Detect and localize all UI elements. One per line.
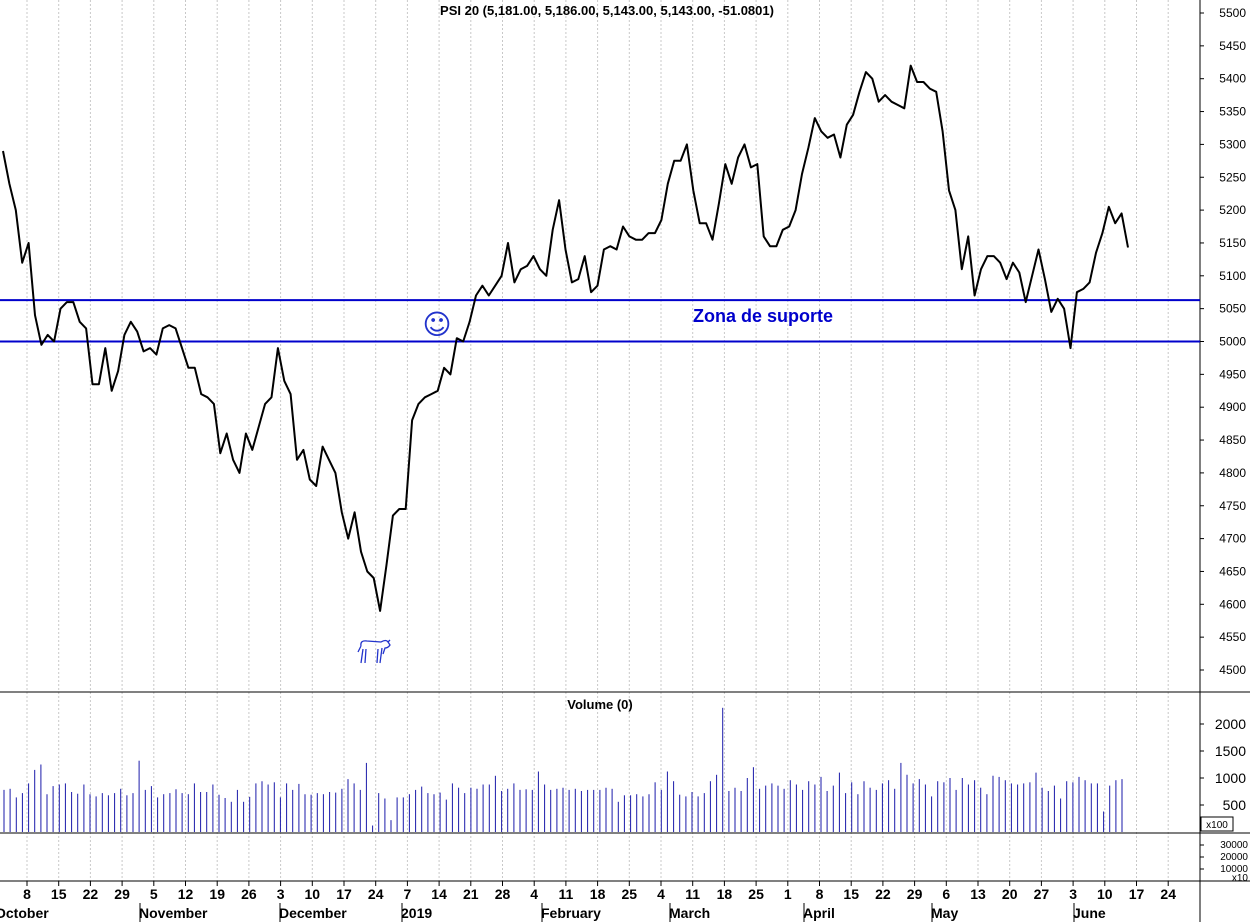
volume-tick-label: 2000: [1215, 716, 1246, 732]
volume-tick-label: 1500: [1215, 743, 1246, 759]
grid: [26, 0, 1169, 881]
date-tick-label: 6: [942, 886, 950, 902]
month-label: October: [0, 905, 49, 921]
date-tick-label: 25: [748, 886, 764, 902]
price-axis: 5500 5450 5400 5350 5300 5250 5200 5150 5100 5050…: [1200, 6, 1246, 677]
volume-unit-label: x100: [1206, 820, 1228, 831]
lower-tick-label: 10000: [1220, 864, 1248, 875]
month-label: March: [669, 905, 710, 921]
lower-unit-label: x10: [1232, 873, 1249, 884]
date-tick-label: 24: [368, 886, 384, 902]
date-tick-label: 15: [843, 886, 859, 902]
volume-bars: [3, 707, 1123, 832]
price-tick-label: 4850: [1219, 433, 1246, 447]
month-label: December: [279, 905, 347, 921]
price-tick-label: 5050: [1219, 302, 1246, 316]
date-tick-label: 10: [1097, 886, 1113, 902]
date-tick-label: 15: [51, 886, 67, 902]
price-tick-label: 5100: [1219, 269, 1246, 283]
date-tick-label: 4: [657, 886, 665, 902]
date-tick-label: 17: [336, 886, 352, 902]
price-tick-label: 4650: [1219, 564, 1246, 578]
month-axis: October November December 2019 February March…: [0, 903, 1106, 922]
price-tick-label: 5250: [1219, 170, 1246, 184]
support-zone: [0, 299, 1200, 343]
date-tick-label: 3: [277, 886, 285, 902]
date-tick-label: 1: [784, 886, 792, 902]
date-tick-label: 10: [305, 886, 321, 902]
support-zone-label: Zona de suporte: [693, 306, 833, 326]
lower-tick-label: 30000: [1220, 840, 1248, 851]
volume-unit-box: [1200, 816, 1234, 832]
date-tick-label: 18: [590, 886, 606, 902]
volume-axis: 2000 1500 1000 500 x100: [1200, 716, 1247, 832]
price-tick-label: 5450: [1219, 39, 1246, 53]
price-tick-label: 4700: [1219, 532, 1246, 546]
date-tick-label: 3: [1069, 886, 1077, 902]
price-tick-label: 4550: [1219, 630, 1246, 644]
volume-title: Volume (0): [567, 697, 633, 712]
month-label: 2019: [401, 905, 432, 921]
smiley-annotation: ☺: [422, 308, 451, 341]
lower-tick-label: 20000: [1220, 852, 1248, 863]
date-tick-label: 27: [1034, 886, 1050, 902]
date-tick-label: 24: [1160, 886, 1176, 902]
volume-tick-label: 500: [1223, 797, 1247, 813]
price-line: [2, 64, 1129, 612]
month-label: May: [931, 905, 958, 921]
date-tick-label: 18: [717, 886, 733, 902]
price-tick-label: 4500: [1219, 663, 1246, 677]
date-tick-label: 22: [875, 886, 891, 902]
chart-title: PSI 20 (5,181.00, 5,186.00, 5,143.00, 5,…: [440, 3, 774, 18]
price-tick-label: 5350: [1219, 105, 1246, 119]
price-tick-label: 4800: [1219, 466, 1246, 480]
price-tick-label: 4750: [1219, 499, 1246, 513]
date-tick-label: 8: [23, 886, 31, 902]
date-tick-label: 13: [970, 886, 986, 902]
date-axis: 8 15 22 29 5 12 19 26 3 10 17 24 7 14 21 28 4 11 18 25 4 11 18…: [23, 881, 1176, 902]
date-tick-label: 11: [685, 886, 700, 902]
date-tick-label: 29: [114, 886, 130, 902]
date-tick-label: 12: [178, 886, 194, 902]
month-label: April: [803, 905, 835, 921]
bull-icon: [357, 639, 391, 664]
month-label: November: [139, 905, 208, 921]
date-tick-label: 21: [463, 886, 479, 902]
date-tick-label: 19: [209, 886, 225, 902]
date-tick-label: 25: [622, 886, 638, 902]
month-label: June: [1073, 905, 1106, 921]
date-tick-label: 22: [83, 886, 99, 902]
price-tick-label: 5500: [1219, 6, 1246, 20]
date-tick-label: 26: [241, 886, 257, 902]
price-tick-label: 4900: [1219, 400, 1246, 414]
price-tick-label: 5400: [1219, 72, 1246, 86]
date-tick-label: 14: [431, 886, 447, 902]
price-tick-label: 5300: [1219, 137, 1246, 151]
date-tick-label: 17: [1129, 886, 1145, 902]
date-tick-label: 11: [558, 886, 573, 902]
date-tick-label: 4: [530, 886, 538, 902]
price-tick-label: 4600: [1219, 597, 1246, 611]
price-tick-label: 5200: [1219, 203, 1246, 217]
price-tick-label: 5000: [1219, 335, 1246, 349]
month-label: February: [541, 905, 601, 921]
price-tick-label: 5150: [1219, 236, 1246, 250]
date-tick-label: 28: [495, 886, 511, 902]
date-tick-label: 8: [816, 886, 824, 902]
date-tick-label: 20: [1002, 886, 1018, 902]
date-tick-label: 5: [150, 886, 158, 902]
price-tick-label: 4950: [1219, 367, 1246, 381]
date-tick-label: 29: [907, 886, 923, 902]
volume-tick-label: 1000: [1215, 770, 1246, 786]
date-tick-label: 7: [404, 886, 412, 902]
